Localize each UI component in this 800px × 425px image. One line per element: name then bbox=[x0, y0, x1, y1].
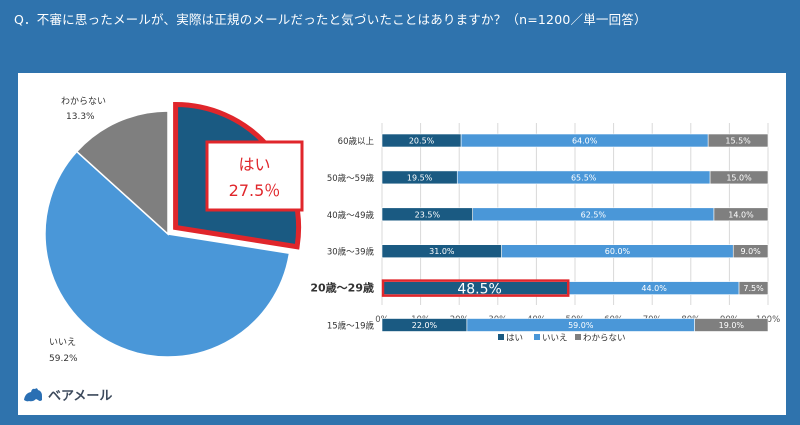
pie-label-iie-name: いいえ bbox=[49, 337, 76, 348]
legend-label: はい bbox=[506, 334, 523, 344]
bar-value-label: 44.0% bbox=[641, 284, 667, 293]
bar-value-label: 9.0% bbox=[740, 247, 761, 256]
pie-label-iie-value: 59.2% bbox=[49, 354, 78, 364]
legend-swatch-hai bbox=[498, 334, 504, 340]
chart-card: はい27.5％わからない13.3%いいえ59.2%0%10%20%30%40%5… bbox=[18, 73, 786, 415]
bar-value-label: 59.0% bbox=[568, 321, 594, 330]
pie-slice-iie bbox=[44, 150, 291, 358]
bar-value-label: 60.0% bbox=[605, 247, 631, 256]
bar-value-label: 20.5% bbox=[409, 137, 435, 146]
bar-value-label: 48.5% bbox=[457, 282, 501, 298]
brand-name: ベアメール bbox=[48, 389, 113, 404]
category-label: 20歳～29歳 bbox=[310, 281, 374, 295]
bar-value-label: 64.0% bbox=[572, 137, 598, 146]
brand-logo: ベアメール bbox=[22, 385, 112, 404]
pie-label-hai-name: はい bbox=[238, 155, 270, 174]
bar-value-label: 19.5% bbox=[407, 173, 433, 182]
legend-swatch-iie bbox=[534, 334, 540, 340]
legend-label: いいえ bbox=[542, 334, 568, 344]
pie-slice-wakaranai bbox=[75, 110, 169, 236]
bar-value-label: 22.0% bbox=[412, 321, 438, 330]
pie-label-hai-box bbox=[205, 140, 304, 212]
bar-value-label: 19.0% bbox=[719, 321, 745, 330]
category-label: 50歳～59歳 bbox=[327, 173, 375, 184]
bar-segment-wakaranai bbox=[738, 281, 769, 295]
bar-value-label: 15.0% bbox=[726, 173, 752, 182]
bar-value-label: 31.0% bbox=[429, 247, 455, 256]
pie-label-wakaranai-name: わからない bbox=[61, 96, 106, 107]
bar-segment-wakaranai bbox=[694, 318, 769, 332]
bar-segment-wakaranai bbox=[707, 133, 769, 148]
bar-value-label: 7.5% bbox=[743, 284, 764, 293]
bar-segment-wakaranai bbox=[732, 244, 769, 258]
bar-segment-wakaranai bbox=[713, 207, 769, 222]
highlight-frame bbox=[381, 279, 570, 297]
category-label: 30歳～39歳 bbox=[327, 247, 375, 258]
bar-value-label: 14.0% bbox=[728, 210, 754, 219]
chart-svg: はい27.5％わからない13.3%いいえ59.2%0%10%20%30%40%5… bbox=[44, 96, 780, 364]
bar-segment-wakaranai bbox=[709, 170, 769, 185]
pie-label-wakaranai-value: 13.3% bbox=[66, 112, 95, 122]
pie-label-hai-group: はい 27.5％ bbox=[205, 140, 304, 212]
bar-value-label: 23.5% bbox=[415, 210, 441, 219]
bar-value-label: 62.5% bbox=[581, 210, 607, 219]
question-title: Q．不審に思ったメールが、実際は正規のメールだったと気づいたことはありますか？（… bbox=[14, 12, 647, 27]
category-label: 60歳以上 bbox=[338, 136, 375, 147]
category-label: 15歳～19歳 bbox=[327, 321, 375, 332]
bar-value-label: 15.5% bbox=[725, 137, 751, 146]
legend: はい いいえ わからない bbox=[498, 334, 626, 344]
legend-swatch-wakaranai bbox=[575, 334, 581, 340]
bar-value-label: 65.5% bbox=[571, 173, 597, 182]
category-label: 40歳～49歳 bbox=[327, 210, 375, 221]
legend-label: わからない bbox=[583, 334, 626, 344]
pie-label-hai-value: 27.5％ bbox=[229, 181, 281, 200]
bear-icon bbox=[24, 387, 42, 401]
